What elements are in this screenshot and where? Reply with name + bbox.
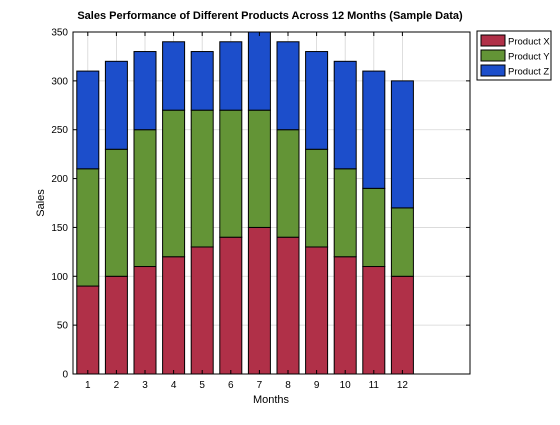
- bar-product-y-month-5: [190, 109, 214, 248]
- bar-product-z-month-9: [305, 51, 329, 150]
- x-tick-label: 3: [142, 380, 148, 391]
- y-tick-label: 250: [51, 125, 68, 136]
- bar-product-y-month-8: [276, 129, 300, 238]
- x-tick-label: 10: [340, 380, 352, 391]
- bar-product-z-month-4: [162, 41, 186, 111]
- bar-product-x-month-10: [333, 256, 357, 375]
- bar-product-z-month-3: [133, 51, 157, 131]
- bar-product-z-month-12: [390, 80, 414, 209]
- x-tick-label: 11: [369, 380, 380, 391]
- y-tick-label: 150: [51, 223, 68, 234]
- legend-swatch: [480, 64, 506, 77]
- bar-product-y-month-6: [219, 109, 243, 238]
- bar-product-x-month-12: [390, 275, 414, 375]
- bar-product-z-month-10: [333, 60, 357, 170]
- legend-label: Product Z: [508, 67, 549, 78]
- y-axis-label: Sales: [35, 189, 47, 217]
- bar-product-z-month-5: [190, 51, 214, 111]
- bar-product-z-month-11: [362, 70, 386, 189]
- bar-product-x-month-7: [247, 226, 271, 375]
- bar-product-y-month-9: [305, 148, 329, 248]
- bar-product-x-month-2: [104, 275, 128, 375]
- bar-product-z-month-2: [104, 60, 128, 150]
- y-tick-label: 350: [51, 28, 68, 39]
- bar-product-z-month-6: [219, 41, 243, 111]
- x-tick-label: 5: [199, 380, 205, 391]
- x-axis-label: Months: [253, 394, 290, 406]
- bar-product-y-month-4: [162, 109, 186, 258]
- y-tick-label: 50: [57, 321, 69, 332]
- plot-frame: [72, 31, 471, 375]
- x-tick-label: 1: [85, 380, 91, 391]
- legend-swatch: [480, 34, 506, 47]
- x-tick-label: 2: [114, 380, 120, 391]
- x-tick-label: 6: [228, 380, 234, 391]
- bar-product-y-month-12: [390, 207, 414, 277]
- bar-product-x-month-11: [362, 266, 386, 375]
- x-tick-label: 8: [285, 380, 291, 391]
- bar-product-y-month-11: [362, 187, 386, 268]
- bar-product-x-month-3: [133, 266, 157, 375]
- bar-product-y-month-10: [333, 168, 357, 258]
- legend-swatch: [480, 49, 506, 62]
- legend-label: Product X: [508, 37, 550, 48]
- x-tick-label: 12: [397, 380, 409, 391]
- legend: Product X Product Y Product Z: [476, 30, 552, 81]
- y-tick-label: 300: [51, 76, 68, 87]
- y-tick-label: 200: [51, 174, 68, 185]
- bars: [76, 31, 414, 375]
- bar-product-x-month-8: [276, 236, 300, 375]
- bar-product-z-month-8: [276, 41, 300, 131]
- bar-product-y-month-7: [247, 109, 271, 228]
- x-tick-label: 9: [314, 380, 320, 391]
- bar-product-x-month-4: [162, 256, 186, 375]
- y-tick-label: 100: [51, 272, 68, 283]
- y-tick-label: 0: [62, 370, 68, 381]
- bar-product-x-month-9: [305, 246, 329, 375]
- legend-label: Product Y: [508, 52, 550, 63]
- x-tick-label: 4: [171, 380, 177, 391]
- bar-product-y-month-1: [76, 168, 100, 287]
- bar-product-x-month-6: [219, 236, 243, 375]
- bar-product-z-month-7: [247, 31, 271, 111]
- bar-product-z-month-1: [76, 70, 100, 170]
- chart-title: Sales Performance of Different Products …: [77, 10, 463, 22]
- x-tick-label: 7: [257, 380, 263, 391]
- bar-product-x-month-1: [76, 285, 100, 375]
- bar-product-y-month-2: [104, 148, 128, 277]
- bar-product-x-month-5: [190, 246, 214, 375]
- bar-product-y-month-3: [133, 129, 157, 268]
